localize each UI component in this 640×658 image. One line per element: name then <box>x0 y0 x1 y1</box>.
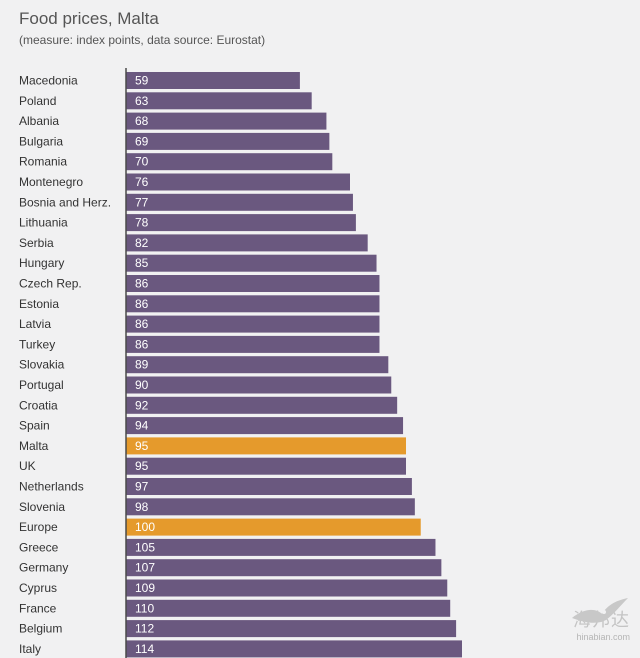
category-label: Netherlands <box>19 480 84 494</box>
value-label: 68 <box>135 114 149 128</box>
value-label: 86 <box>135 277 149 291</box>
category-label: Estonia <box>19 297 59 311</box>
category-label: Albania <box>19 114 59 128</box>
category-label: Romania <box>19 155 67 169</box>
value-label: 90 <box>135 378 149 392</box>
value-label: 63 <box>135 94 149 108</box>
bar-germany <box>126 559 442 577</box>
value-label: 86 <box>135 317 149 331</box>
watermark-url: hinabian.com <box>576 632 630 642</box>
category-label: Spain <box>19 419 50 433</box>
category-label: Germany <box>19 561 68 575</box>
value-label: 59 <box>135 74 149 88</box>
value-label: 94 <box>135 419 149 433</box>
value-label: 95 <box>135 439 149 453</box>
value-label: 105 <box>135 540 155 554</box>
bar-france <box>126 599 451 617</box>
bar-italy <box>126 640 462 658</box>
bar-lithuania <box>126 214 356 232</box>
bar-romania <box>126 153 333 171</box>
category-label: Poland <box>19 94 56 108</box>
bar-latvia <box>126 315 380 333</box>
bar-estonia <box>126 295 380 313</box>
category-label: Czech Rep. <box>19 277 82 291</box>
value-label: 77 <box>135 195 149 209</box>
value-label: 86 <box>135 337 149 351</box>
value-label: 78 <box>135 216 149 230</box>
category-label: Greece <box>19 540 59 554</box>
category-label: France <box>19 601 57 615</box>
bar-czech-rep <box>126 275 380 292</box>
bar-macedonia <box>126 72 300 89</box>
value-label: 114 <box>135 642 154 656</box>
bar-poland <box>126 92 312 110</box>
value-label: 97 <box>135 480 149 494</box>
bar-croatia <box>126 396 398 414</box>
bar-spain <box>126 417 404 435</box>
value-label: 112 <box>135 622 154 636</box>
category-label: Turkey <box>19 337 55 351</box>
bar-europe <box>126 518 421 536</box>
bar-bulgaria <box>126 132 330 150</box>
category-label: Slovenia <box>19 500 65 514</box>
category-label: Lithuania <box>19 216 68 230</box>
value-label: 109 <box>135 581 155 595</box>
category-label: Portugal <box>19 378 64 392</box>
bar-slovakia <box>126 356 389 374</box>
value-label: 110 <box>135 601 154 615</box>
value-label: 69 <box>135 134 149 148</box>
category-label: Europe <box>19 520 58 534</box>
category-label: Serbia <box>19 236 54 250</box>
bar-serbia <box>126 234 368 252</box>
category-label: Slovakia <box>19 358 65 372</box>
value-label: 86 <box>135 297 149 311</box>
bird-logo-icon <box>572 598 628 623</box>
category-label: Bosnia and Herz. <box>19 195 111 209</box>
bar-netherlands <box>126 478 412 495</box>
category-label: UK <box>19 459 36 473</box>
value-label: 107 <box>135 561 155 575</box>
bar-turkey <box>126 335 380 353</box>
category-label: Hungary <box>19 256 64 270</box>
bar-belgium <box>126 620 457 638</box>
chart-subtitle: (measure: index points, data source: Eur… <box>19 33 266 47</box>
category-label: Latvia <box>19 317 51 331</box>
category-label: Croatia <box>19 398 58 412</box>
category-label: Montenegro <box>19 175 83 189</box>
bar-hungary <box>126 254 377 272</box>
value-label: 82 <box>135 236 149 250</box>
bar-bosnia-and-herz <box>126 193 353 211</box>
value-label: 89 <box>135 358 149 372</box>
category-label: Bulgaria <box>19 134 63 148</box>
value-label: 92 <box>135 398 149 412</box>
bar-cyprus <box>126 579 448 597</box>
chart-title: Food prices, Malta <box>19 9 159 28</box>
bar-greece <box>126 538 436 556</box>
category-label: Malta <box>19 439 49 453</box>
category-label: Belgium <box>19 622 62 636</box>
bar-uk <box>126 457 406 475</box>
category-label: Italy <box>19 642 41 656</box>
bar-albania <box>126 112 327 130</box>
bar-slovenia <box>126 498 415 516</box>
category-label: Macedonia <box>19 74 78 88</box>
value-label: 70 <box>135 155 149 169</box>
value-label: 76 <box>135 175 149 189</box>
category-label: Cyprus <box>19 581 57 595</box>
bar-malta <box>126 437 406 455</box>
value-label: 85 <box>135 256 149 270</box>
value-label: 95 <box>135 459 149 473</box>
bar-montenegro <box>126 173 350 191</box>
value-label: 100 <box>135 520 155 534</box>
bar-portugal <box>126 376 392 394</box>
value-label: 98 <box>135 500 149 514</box>
